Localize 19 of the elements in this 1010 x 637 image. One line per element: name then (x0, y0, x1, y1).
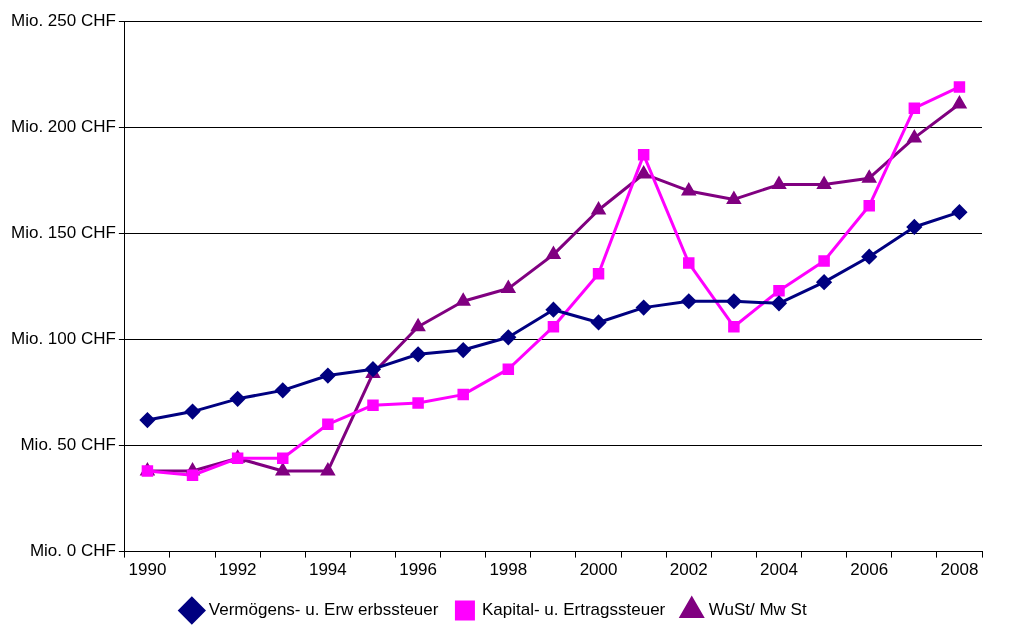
y-tick-label: Mio. 0 CHF (29, 541, 116, 561)
x-tick-label: 1992 (218, 560, 257, 580)
y-tick-label: Mio. 50 CHF (20, 435, 116, 455)
x-tick-label: 2004 (760, 560, 798, 580)
y-tick-label: Mio. 250 CHF (10, 10, 116, 30)
x-tick-label: 2006 (850, 560, 889, 580)
x-tick-label: 2002 (669, 560, 708, 580)
y-tick-label: Mio. 150 CHF (10, 223, 116, 243)
y-tick-label: Mio. 200 CHF (10, 116, 116, 136)
x-tick-label: 2008 (940, 560, 979, 580)
x-tick-label: 1996 (399, 560, 438, 580)
x-tick-label: 1990 (128, 560, 167, 580)
legend-label: Vermögens- u. Erw erbssteuer (208, 600, 439, 620)
y-tick-label: Mio. 100 CHF (10, 329, 116, 349)
x-tick-label: 2000 (579, 560, 618, 580)
legend-label: Kapital- u. Ertragssteuer (481, 600, 666, 620)
legend-label: WuSt/ Mw St (708, 600, 807, 620)
x-tick-label: 1998 (489, 560, 528, 580)
x-tick-label: 1994 (308, 560, 347, 580)
